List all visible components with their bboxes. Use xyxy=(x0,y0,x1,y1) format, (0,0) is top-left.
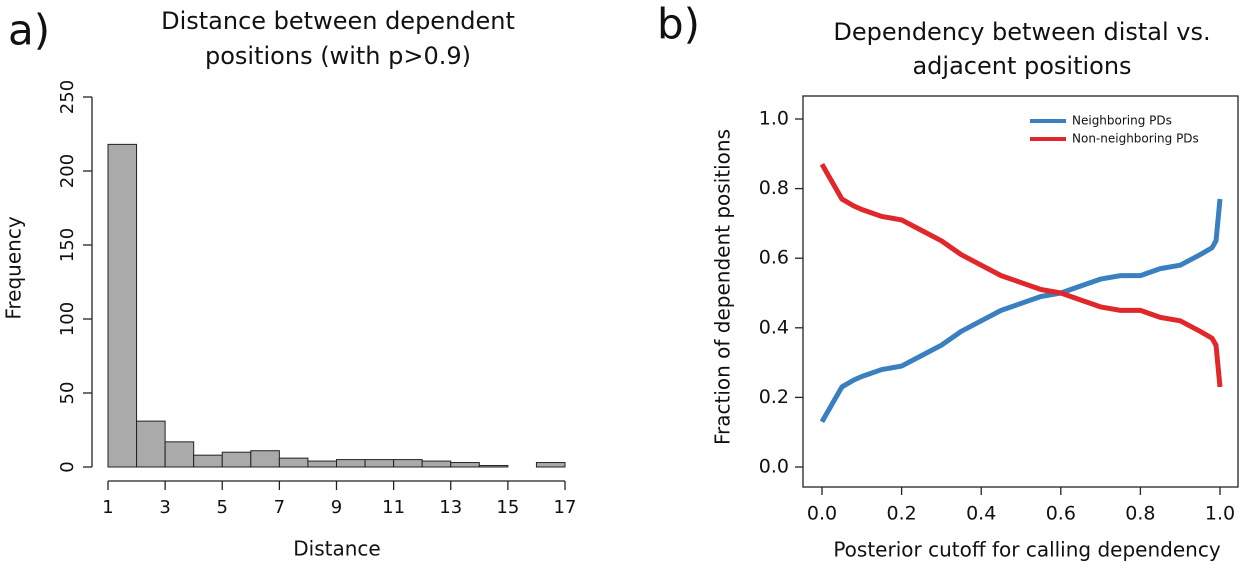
x-tick-label: 0.2 xyxy=(886,503,916,525)
y-tick-label: 250 xyxy=(57,80,78,114)
x-tick-label: 1.0 xyxy=(1205,503,1235,525)
line-series xyxy=(819,162,1223,388)
bar xyxy=(278,457,309,468)
y-axis-label: Frequency xyxy=(2,216,26,319)
bar xyxy=(193,454,223,468)
y-tick-label: 0.0 xyxy=(759,456,789,478)
panel-label: b) xyxy=(657,0,700,49)
x-tick-label: 3 xyxy=(159,497,170,518)
x-tick-label: 0.6 xyxy=(1046,503,1076,525)
bar xyxy=(421,460,452,468)
bar xyxy=(478,465,509,468)
x-tick-label: 7 xyxy=(274,497,285,518)
x-tick-label: 0.0 xyxy=(807,503,837,525)
bar xyxy=(136,420,166,468)
chart-title: positions (with p>0.9) xyxy=(205,42,471,70)
y-tick-label: 150 xyxy=(57,228,78,262)
x-axis-label: Posterior cutoff for calling dependency xyxy=(833,538,1220,562)
x-tick-label: 1 xyxy=(102,497,113,518)
bar xyxy=(221,451,252,468)
legend-label: Neighboring PDs xyxy=(1072,114,1172,128)
x-tick-label: 0.8 xyxy=(1125,503,1155,525)
y-tick-label: 0.8 xyxy=(759,177,789,199)
y-tick-label: 0.6 xyxy=(759,247,789,269)
y-tick-label: 0.2 xyxy=(759,386,789,408)
bar xyxy=(535,462,566,468)
y-tick-label: 0.4 xyxy=(759,316,789,338)
chart-title: adjacent positions xyxy=(912,52,1131,80)
bar xyxy=(364,459,395,468)
y-tick-label: 50 xyxy=(57,382,78,405)
x-tick-label: 11 xyxy=(382,497,405,518)
plot-frame xyxy=(802,95,1239,488)
chart-title: Distance between dependent xyxy=(161,7,515,35)
x-tick-label: 5 xyxy=(217,497,228,518)
legend-label: Non-neighboring PDs xyxy=(1072,132,1199,146)
bar xyxy=(107,143,138,468)
bar xyxy=(336,459,366,468)
bar xyxy=(393,459,423,468)
bar xyxy=(250,450,280,468)
x-tick-label: 9 xyxy=(331,497,342,518)
y-axis-label: Fraction of dependent positions xyxy=(711,129,735,445)
x-axis-label: Distance xyxy=(293,537,380,561)
x-tick-label: 17 xyxy=(554,497,577,518)
x-tick-label: 15 xyxy=(496,497,519,518)
y-tick-label: 100 xyxy=(57,302,78,336)
panel-label: a) xyxy=(8,6,50,55)
x-tick-label: 13 xyxy=(439,497,462,518)
bar xyxy=(307,460,337,468)
y-tick-label: 1.0 xyxy=(759,108,789,130)
bar xyxy=(164,441,195,468)
y-tick-label: 200 xyxy=(57,154,78,188)
x-tick-label: 0.4 xyxy=(966,503,996,525)
chart-title: Dependency between distal vs. xyxy=(833,18,1210,46)
y-tick-label: 0 xyxy=(57,461,78,472)
line-series xyxy=(819,198,1223,424)
bar xyxy=(450,462,480,468)
